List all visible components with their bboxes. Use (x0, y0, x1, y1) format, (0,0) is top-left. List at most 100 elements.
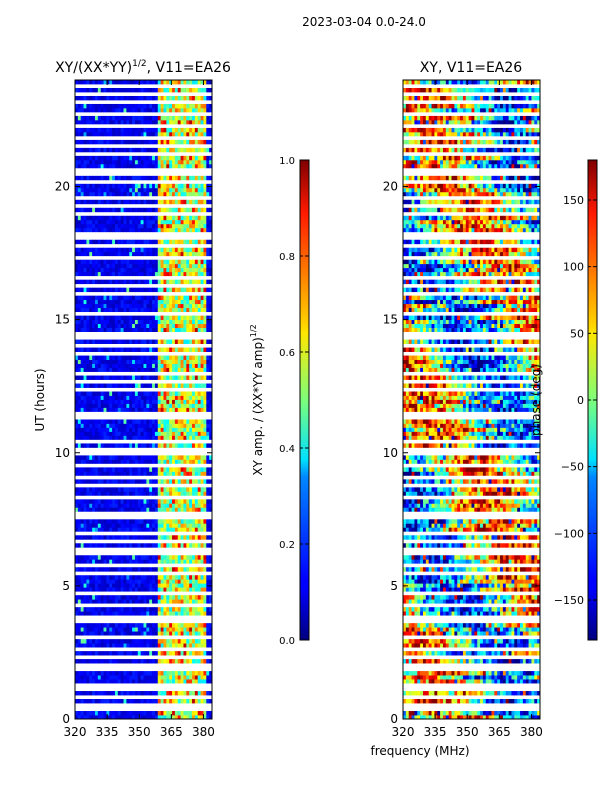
heatmap-cell (197, 459, 201, 464)
heatmap-cell (203, 239, 207, 245)
heatmap-cell (132, 115, 136, 121)
heatmap-cell (183, 519, 187, 524)
heatmap-cell (134, 303, 139, 309)
heatmap-cell (92, 95, 96, 101)
heatmap-cell (177, 147, 181, 153)
heatmap-cell (146, 267, 150, 273)
heatmap-cell (163, 639, 167, 644)
heatmap-cell (97, 519, 102, 524)
heatmap-cell (146, 423, 150, 428)
heatmap-cell (149, 347, 153, 352)
heatmap-cell (152, 247, 156, 253)
heatmap-cell (180, 183, 184, 189)
heatmap-cell (117, 199, 122, 205)
heatmap-cell (203, 443, 207, 448)
heatmap-cell (114, 519, 119, 524)
heatmap-cell (203, 223, 207, 229)
heatmap-cell (194, 159, 199, 165)
heatmap-cell (132, 263, 136, 269)
heatmap-cell (192, 375, 196, 380)
heatmap-cell (77, 295, 82, 301)
heatmap-cell (157, 299, 162, 305)
heatmap-cell (89, 611, 93, 616)
heatmap-cell (80, 471, 84, 476)
heatmap-cell (123, 187, 127, 193)
heatmap-cell (77, 319, 82, 325)
heatmap-cell (157, 459, 162, 464)
heatmap-cell (134, 239, 139, 245)
heatmap-cell (106, 359, 110, 364)
heatmap-cell (172, 543, 176, 548)
heatmap-cell (86, 375, 90, 380)
heatmap-cell (146, 191, 150, 197)
heatmap-cell (109, 263, 113, 269)
heatmap-cell (192, 339, 196, 344)
heatmap-cell (112, 163, 116, 169)
heatmap-cell (157, 431, 162, 436)
heatmap-cell (206, 251, 210, 257)
heatmap-cell (83, 583, 87, 588)
heatmap-cell (166, 403, 170, 408)
heatmap-cell (92, 359, 96, 364)
heatmap-cell (152, 399, 156, 404)
heatmap-cell (109, 555, 113, 560)
heatmap-cell (203, 375, 207, 380)
heatmap-cell (83, 95, 87, 101)
heatmap-cell (180, 523, 184, 528)
heatmap-cell (200, 103, 204, 109)
heatmap-cell (197, 139, 201, 145)
heatmap-cell (92, 479, 96, 484)
heatmap-cell (203, 399, 207, 404)
heatmap-cell (146, 251, 150, 257)
heatmap-cell (174, 623, 179, 628)
heatmap-cell (126, 467, 130, 472)
heatmap-cell (203, 175, 207, 181)
heatmap-cell (157, 607, 162, 612)
heatmap-cell (172, 503, 176, 508)
heatmap-cell (154, 711, 159, 716)
heatmap-cell (83, 295, 87, 301)
heatmap-cell (143, 115, 147, 121)
heatmap-cell (172, 375, 176, 380)
heatmap-cell (414, 715, 418, 719)
heatmap-cell (163, 103, 167, 109)
heatmap-cell (129, 523, 133, 528)
heatmap-cell (89, 267, 93, 273)
heatmap-cell (86, 507, 90, 512)
heatmap-cell (117, 80, 122, 85)
heatmap-cell (92, 599, 96, 604)
heatmap-cell (206, 611, 210, 616)
heatmap-cell (152, 391, 156, 396)
heatmap-cell (457, 715, 461, 719)
heatmap-cell (183, 479, 187, 484)
heatmap-cell (123, 627, 127, 632)
heatmap-cell (137, 599, 142, 604)
heatmap-cell (160, 107, 164, 113)
heatmap-cell (100, 659, 104, 664)
heatmap-cell (174, 299, 179, 305)
heatmap-cell (160, 631, 164, 636)
heatmap-cell (174, 131, 179, 137)
heatmap-cell (157, 399, 162, 404)
heatmap-cell (146, 119, 150, 125)
heatmap-cell (129, 103, 133, 109)
heatmap-cell (109, 80, 113, 85)
heatmap-cell (132, 535, 136, 540)
heatmap-cell (114, 487, 119, 492)
heatmap-cell (117, 163, 122, 169)
heatmap-cell (166, 191, 170, 197)
heatmap-cell (83, 711, 87, 716)
heatmap-cell (117, 323, 122, 329)
heatmap-cell (129, 80, 133, 85)
heatmap-cell (194, 199, 199, 205)
heatmap-cell (117, 487, 122, 492)
heatmap-cell (112, 403, 116, 408)
heatmap-cell (137, 423, 142, 428)
heatmap-cell (200, 183, 204, 189)
heatmap-cell (97, 199, 102, 205)
heatmap-cell (143, 599, 147, 604)
heatmap-cell (180, 215, 184, 221)
heatmap-cell (174, 287, 179, 293)
heatmap-cell (209, 155, 212, 161)
heatmap-cell (177, 543, 181, 548)
